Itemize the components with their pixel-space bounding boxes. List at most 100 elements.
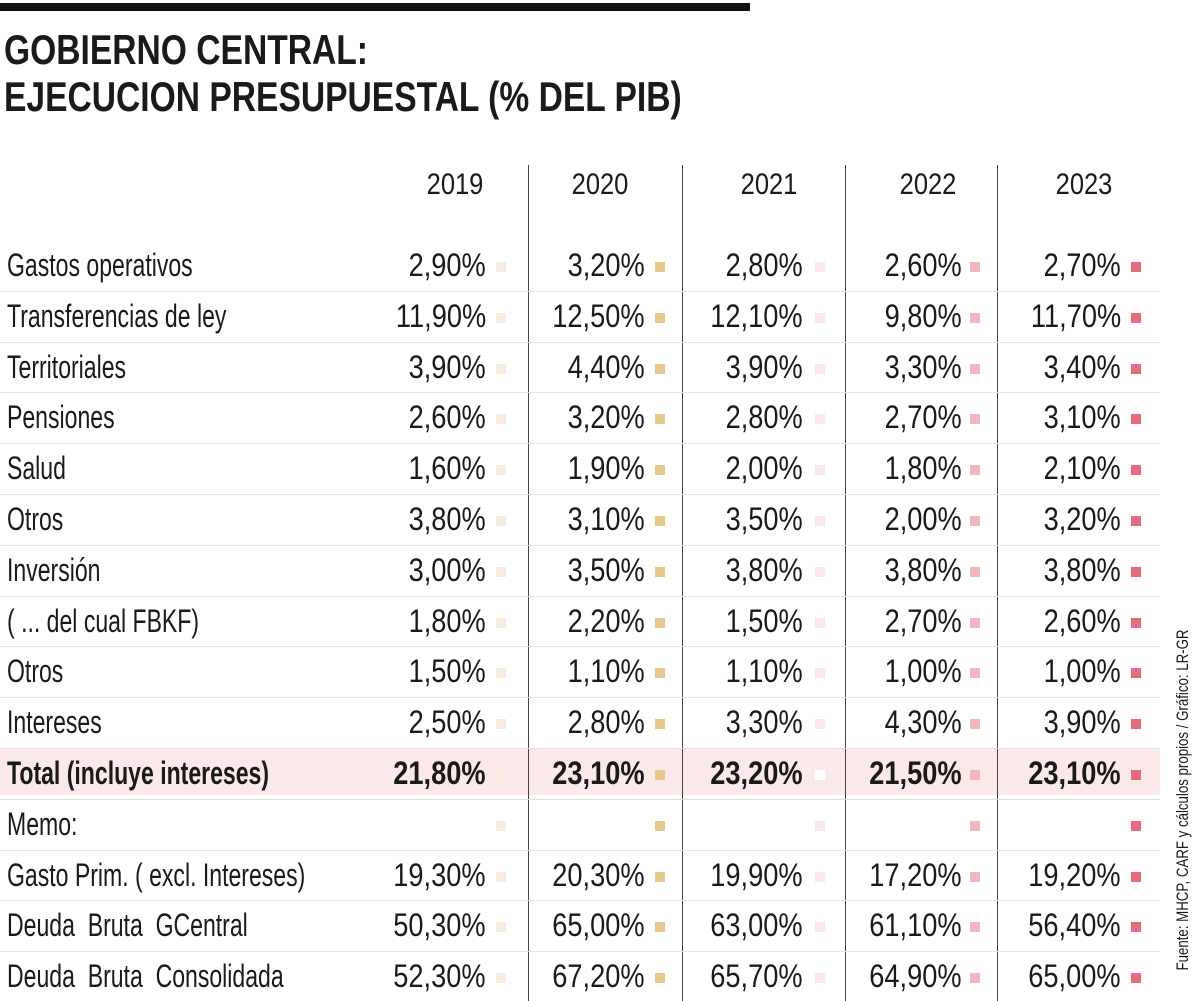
column-header: 2022 <box>899 168 957 201</box>
cell: 23,10% <box>552 755 645 791</box>
row-separator <box>0 799 1160 800</box>
color-marker <box>655 566 665 577</box>
row-separator <box>0 951 1160 952</box>
color-marker <box>970 668 980 679</box>
row-separator <box>0 392 1160 393</box>
color-marker <box>496 516 506 526</box>
row-separator <box>0 291 1160 292</box>
cell: 56,40% <box>1028 907 1121 944</box>
row-separator <box>0 748 1160 749</box>
color-marker <box>655 719 665 730</box>
cell: 21,80% <box>393 755 486 791</box>
row-label: Pensiones <box>7 399 115 436</box>
color-marker <box>655 770 665 780</box>
cell: 1,00% <box>884 653 962 690</box>
color-marker <box>970 617 980 628</box>
cell: 4,30% <box>884 704 962 741</box>
cell: 2,00% <box>725 450 803 487</box>
color-marker <box>970 566 980 577</box>
cell: 3,90% <box>1043 704 1121 741</box>
color-marker <box>1131 770 1141 780</box>
cell: 1,60% <box>408 450 486 487</box>
row-label: Salud <box>7 450 66 487</box>
cell: 3,00% <box>408 551 486 588</box>
color-marker <box>815 566 825 577</box>
cell: 3,50% <box>567 551 645 588</box>
color-marker <box>815 465 825 476</box>
color-marker <box>970 516 980 526</box>
color-marker <box>655 820 665 831</box>
color-marker <box>496 414 506 425</box>
column-header: 2021 <box>740 168 798 201</box>
color-marker <box>815 312 825 323</box>
color-marker <box>496 668 506 679</box>
cell: 3,80% <box>408 501 486 537</box>
cell: 23,20% <box>710 755 803 791</box>
color-marker <box>970 719 980 730</box>
cell: 2,20% <box>567 602 645 639</box>
color-marker <box>655 262 665 272</box>
cell: 1,80% <box>408 602 486 639</box>
cell: 21,50% <box>869 755 962 791</box>
cell: 67,20% <box>552 958 645 995</box>
column-divider <box>682 165 683 1001</box>
color-marker <box>970 922 980 933</box>
color-marker <box>1131 465 1141 476</box>
column-divider <box>528 165 529 1001</box>
color-marker <box>1131 566 1141 577</box>
cell: 17,20% <box>869 856 962 893</box>
color-marker <box>1131 668 1141 679</box>
cell: 2,80% <box>725 399 803 436</box>
color-marker <box>1131 922 1141 933</box>
color-marker <box>496 363 506 374</box>
color-marker <box>815 516 825 526</box>
color-marker <box>496 566 506 577</box>
color-marker <box>496 312 506 323</box>
cell: 3,90% <box>408 348 486 385</box>
row-label: Deuda Bruta GCentral <box>7 907 248 944</box>
color-marker <box>815 871 825 882</box>
color-marker <box>655 973 665 984</box>
color-marker <box>655 312 665 323</box>
row-label: Intereses <box>7 704 102 741</box>
cell: 3,80% <box>1043 551 1121 588</box>
color-marker <box>1131 516 1141 526</box>
cell: 1,50% <box>408 653 486 690</box>
color-marker <box>815 617 825 628</box>
row-separator <box>0 443 1160 444</box>
color-marker <box>496 770 506 780</box>
cell: 3,20% <box>567 247 645 283</box>
color-marker <box>815 820 825 831</box>
color-marker <box>970 363 980 374</box>
row-separator <box>0 342 1160 343</box>
color-marker <box>496 262 506 272</box>
color-marker <box>815 363 825 374</box>
cell: 3,80% <box>884 551 962 588</box>
cell: 2,60% <box>884 247 962 283</box>
color-marker <box>1131 363 1141 374</box>
title-line: EJECUCION PRESUPUESTAL (% DEL PIB) <box>4 73 682 120</box>
color-marker <box>815 770 825 780</box>
color-marker <box>1131 617 1141 628</box>
color-marker <box>496 922 506 933</box>
source: Fuente: MHCP, CARF y cálculos propios / … <box>1173 629 1192 971</box>
cell: 11,70% <box>1030 297 1121 334</box>
row-label: Memo: <box>7 805 78 842</box>
color-marker <box>815 668 825 679</box>
cell: 61,10% <box>869 907 962 944</box>
row-label: Total (incluye intereses) <box>7 755 270 791</box>
color-marker <box>496 871 506 882</box>
color-marker <box>815 719 825 730</box>
cell: 3,90% <box>725 348 803 385</box>
cell: 23,10% <box>1028 755 1121 791</box>
cell: 64,90% <box>869 958 962 995</box>
color-marker <box>496 617 506 628</box>
cell: 20,30% <box>552 856 645 893</box>
cell: 3,20% <box>567 399 645 436</box>
cell: 1,10% <box>725 653 803 690</box>
cell: 65,00% <box>552 907 645 944</box>
cell: 50,30% <box>393 907 486 944</box>
color-marker <box>655 414 665 425</box>
row-label: Gasto Prim. ( excl. Intereses) <box>7 856 306 893</box>
row-separator <box>0 494 1160 495</box>
